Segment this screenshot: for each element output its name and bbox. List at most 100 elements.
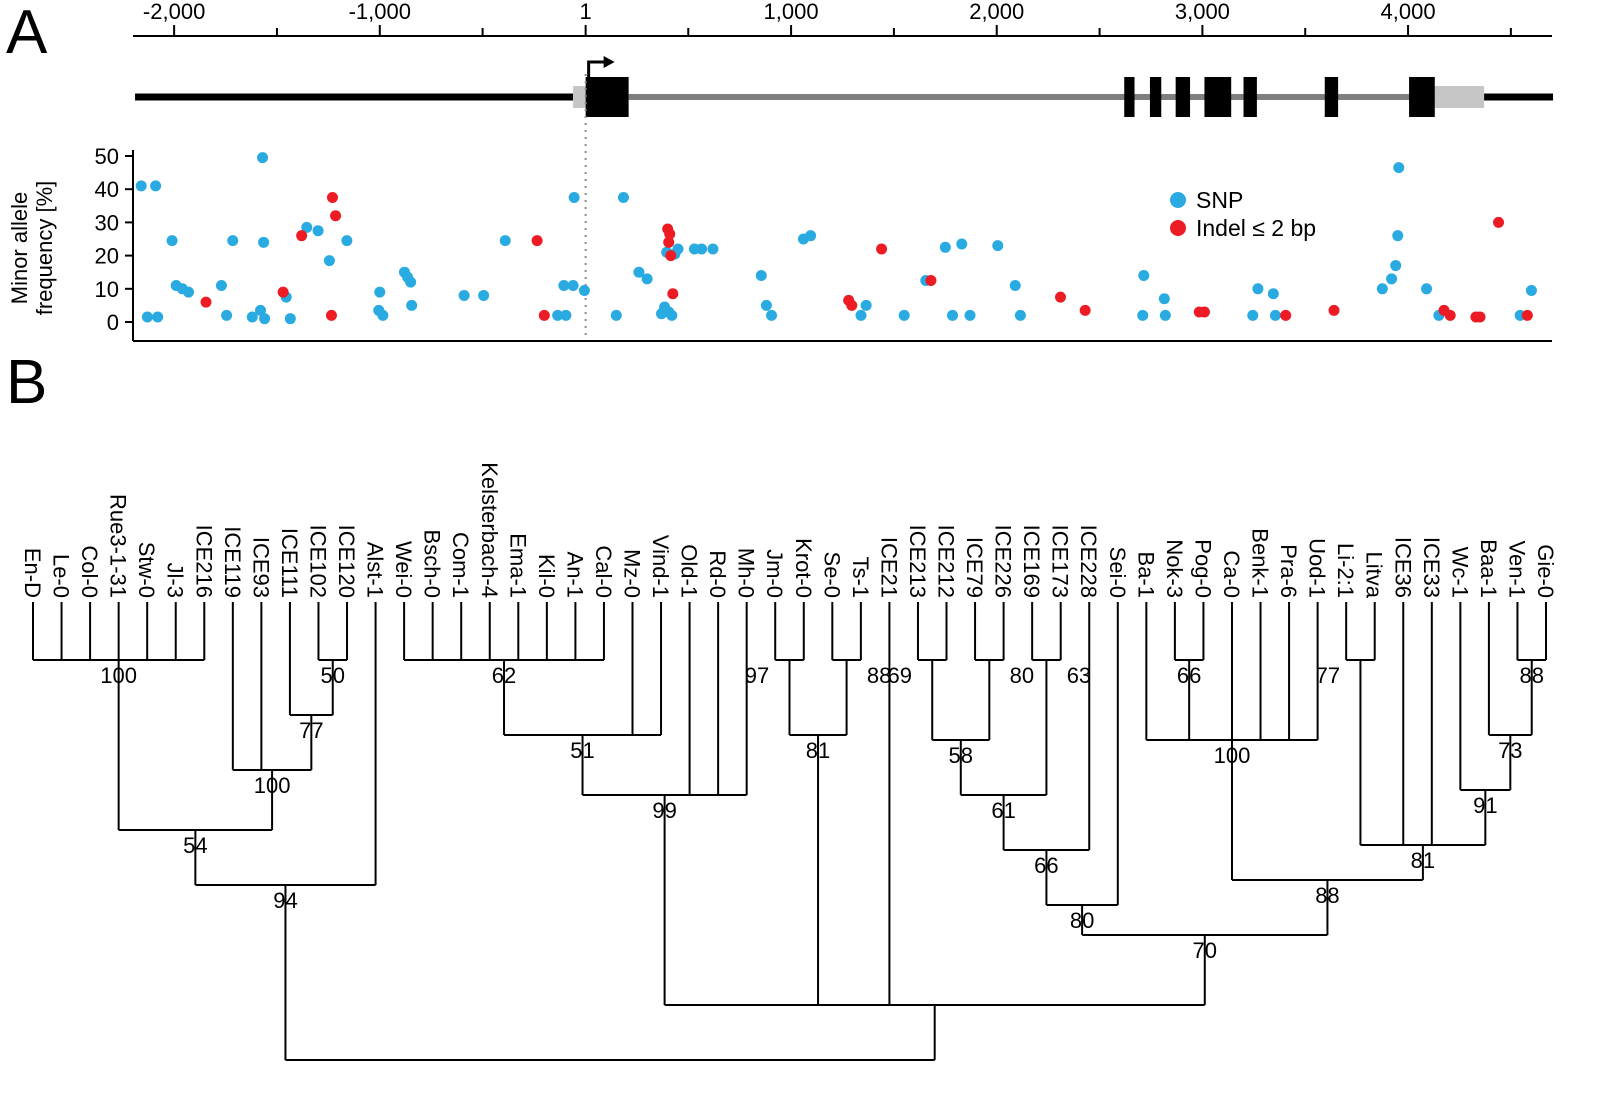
exon-box [1124, 77, 1135, 117]
indel-point [1280, 309, 1292, 321]
leaf-label: Gie-0 [1533, 544, 1558, 598]
snp-point [284, 313, 296, 325]
legend-indel-dot [1170, 220, 1186, 236]
leaf-label: Alst-1 [363, 542, 388, 598]
genome-axis-tick-label: -1,000 [349, 0, 411, 24]
leaf-label: Ema-1 [505, 533, 530, 598]
snp-point [166, 235, 178, 247]
leaf-label: ICE119 [220, 526, 245, 598]
snp-point [1393, 162, 1405, 174]
leaf-label: Rd-0 [705, 550, 730, 598]
snp-point [1392, 230, 1404, 242]
leaf-label: Le-0 [49, 554, 74, 598]
leaf-label: An-1 [562, 552, 587, 598]
indel-point [1054, 291, 1066, 303]
snp-point [1267, 288, 1279, 300]
phylogram-panel: En-D Le-0 Col-0 Rue3-1-31 Stw-0 Jl-3 ICE216 ICE… [20, 462, 1558, 1061]
bootstrap-value: 69 [887, 663, 911, 688]
snp-point [1138, 270, 1150, 282]
snp-point [707, 243, 719, 255]
snp-point [766, 309, 778, 321]
snp-point [1269, 309, 1281, 321]
indel-point [663, 236, 675, 248]
snp-point [755, 270, 767, 282]
snp-point [1014, 309, 1026, 321]
snp-point [633, 266, 645, 278]
snp-point [860, 299, 872, 311]
exon-box [1204, 77, 1232, 117]
bootstrap-value: 88 [867, 663, 891, 688]
snp-point [666, 309, 678, 321]
leaf-label: Krot-0 [791, 538, 816, 598]
leaf-label: Rue3-1-31 [106, 494, 131, 598]
snp-point [956, 238, 968, 250]
snp-point [458, 289, 470, 301]
leaf-label: Jl-3 [163, 563, 188, 598]
exon-box [1409, 77, 1435, 117]
gene-maf-panel: -2,000 -1,000 1 1,000 2,000 3,000 4,000 0 10 20 30… [7, 0, 1554, 342]
indel-point [846, 299, 858, 311]
indel-point [925, 275, 937, 286]
exon-box [1324, 77, 1339, 117]
indel-point [531, 235, 543, 247]
leaf-label: Wc-1 [1447, 547, 1472, 598]
snp-point [1137, 309, 1149, 321]
snp-point [257, 152, 269, 164]
legend-snp-dot [1170, 192, 1186, 208]
genome-axis-tick-label: 3,000 [1175, 0, 1230, 24]
snp-point [312, 225, 324, 237]
snp-point [992, 240, 1004, 252]
indel-point [876, 243, 888, 255]
snp-point [341, 235, 353, 247]
snp-point [805, 230, 817, 242]
leaf-label: Mz-0 [619, 549, 644, 598]
leaf-label: ICE36 [1390, 537, 1415, 598]
leaf-label: Vind-1 [648, 535, 673, 598]
indel-point [200, 296, 212, 308]
leaf-label: ICE102 [305, 525, 330, 598]
bootstrap-value: 63 [1067, 663, 1091, 688]
snp-point [1252, 283, 1264, 295]
snp-point [1390, 260, 1402, 272]
indel-point [538, 309, 550, 321]
indel-point [1474, 311, 1486, 323]
genome-axis-tick-label: 1,000 [764, 0, 819, 24]
panel-a-label: A [6, 0, 48, 67]
y-axis-title-line2: frequency [%] [32, 181, 57, 316]
leaf-label: ICE120 [334, 525, 359, 598]
snp-point [499, 235, 511, 247]
snp-point [760, 299, 772, 311]
leaf-label: Uod-1 [1305, 538, 1330, 598]
leaf-label: Pra-6 [1276, 544, 1301, 598]
indel-point [664, 228, 676, 240]
snp-point [1376, 283, 1388, 295]
utr5-box [573, 86, 586, 108]
snp-point [641, 273, 653, 285]
indel-point [1079, 304, 1091, 316]
leaf-label: Ca-0 [1219, 550, 1244, 598]
snp-point [947, 309, 959, 321]
snp-point [672, 243, 684, 255]
snp-point [258, 236, 270, 248]
snp-point [255, 304, 267, 316]
snp-point [259, 313, 271, 325]
leaf-label: Se-0 [819, 552, 844, 598]
leaf-label: ICE213 [905, 525, 930, 598]
indel-point [665, 250, 677, 262]
snp-point [1159, 309, 1171, 321]
genome-axis-tick-label: 1 [580, 0, 592, 24]
snp-point [560, 309, 572, 321]
snp-point [898, 309, 910, 321]
leaf-label: ICE228 [1076, 525, 1101, 598]
leaf-label: Bsch-0 [420, 530, 445, 598]
leaf-label: Kelsterbach-4 [477, 462, 502, 598]
leaf-label: ICE33 [1419, 537, 1444, 598]
tss-arrowhead [603, 56, 615, 68]
leaf-label: ICE212 [934, 525, 959, 598]
leaf-label: Li-2:1 [1333, 543, 1358, 598]
indel-point [1493, 216, 1505, 228]
genome-axis-tick-label: 4,000 [1381, 0, 1436, 24]
y-axis-tick-label: 30 [95, 210, 119, 235]
snp-point [558, 279, 570, 291]
